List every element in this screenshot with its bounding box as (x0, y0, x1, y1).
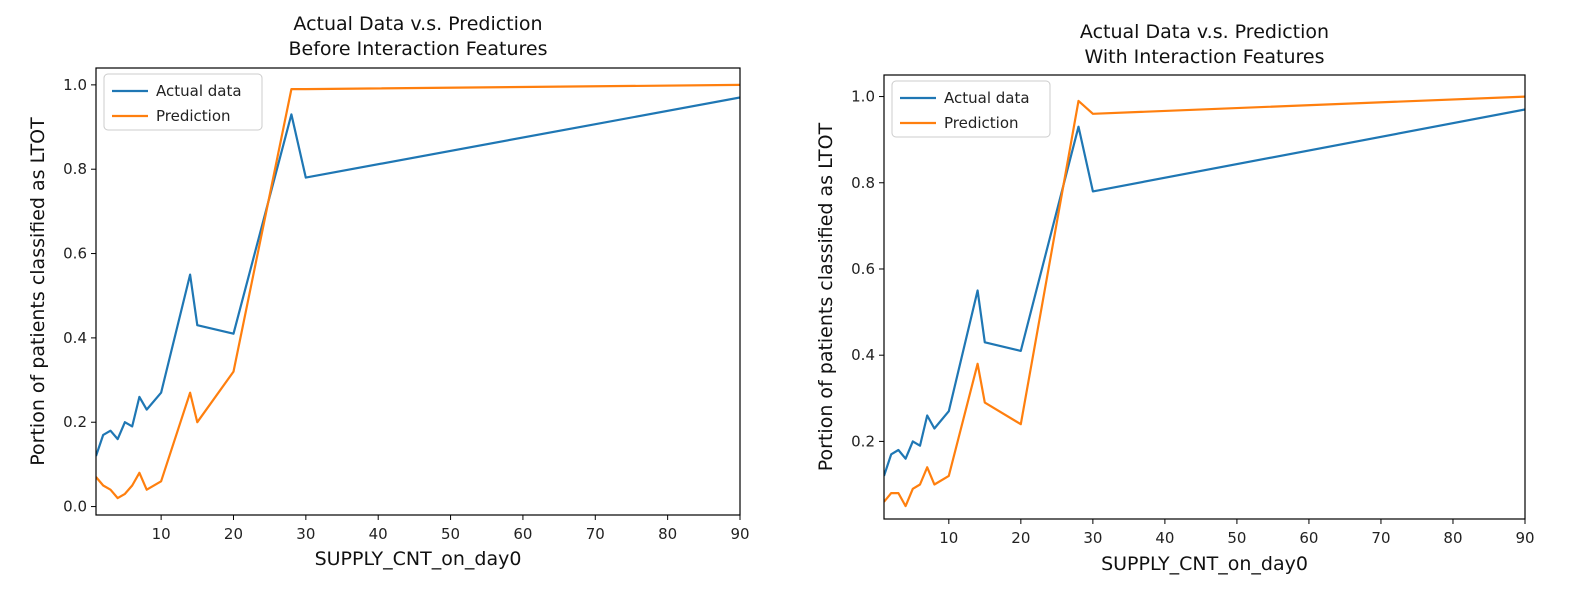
x-tick-label: 50 (441, 525, 460, 543)
plot-frame (883, 74, 1526, 520)
chart-panel-1: Actual Data v.s. Prediction Before Intera… (27, 13, 750, 570)
legend-label-prediction: Prediction (156, 107, 231, 125)
y-tick-label: 0.2 (63, 413, 87, 431)
y-axis-label: Portion of patients classified as LTOT (27, 117, 49, 466)
x-tick-label: 20 (224, 525, 243, 543)
legend-label-actual-data: Actual data (944, 89, 1030, 107)
x-tick-label: 20 (1011, 529, 1030, 547)
y-tick-label: 0.6 (63, 245, 87, 263)
y-tick-label: 1.0 (851, 88, 875, 106)
x-tick-label: 50 (1227, 529, 1246, 547)
series-line-actual-data (884, 108, 1525, 477)
chart-panel-2: Actual Data v.s. Prediction With Interact… (815, 21, 1535, 575)
series-line-prediction (884, 95, 1525, 508)
x-tick-label: 70 (1371, 529, 1390, 547)
y-tick-label: 0.2 (851, 432, 875, 450)
legend: Actual data Prediction (891, 80, 1051, 138)
x-axis-label: SUPPLY_CNT_on_day0 (315, 548, 522, 570)
x-tick-label: 30 (296, 525, 315, 543)
plot-frame (95, 67, 741, 516)
x-tick-label: 90 (1515, 529, 1534, 547)
series-line-prediction (96, 83, 740, 500)
chart-title-line-2: With Interaction Features (1085, 46, 1325, 68)
x-tick-label: 40 (1155, 529, 1174, 547)
y-tick-label: 0.8 (63, 160, 87, 178)
legend-label-prediction: Prediction (944, 114, 1019, 132)
y-tick-label: 0.6 (851, 260, 875, 278)
y-tick-label: 0.4 (851, 346, 875, 364)
chart-title-line-2: Before Interaction Features (289, 38, 548, 60)
x-tick-label: 90 (730, 525, 749, 543)
y-tick-label: 0.4 (63, 329, 87, 347)
y-axis-label: Portion of patients classified as LTOT (815, 122, 837, 471)
x-tick-label: 30 (1083, 529, 1102, 547)
chart-title-line-1: Actual Data v.s. Prediction (293, 13, 542, 35)
x-tick-label: 40 (369, 525, 388, 543)
y-tick-label: 0.0 (63, 498, 87, 516)
x-tick-label: 10 (152, 525, 171, 543)
x-tick-label: 70 (586, 525, 605, 543)
x-tick-label: 60 (513, 525, 532, 543)
x-tick-label: 60 (1299, 529, 1318, 547)
x-tick-label: 80 (658, 525, 677, 543)
x-tick-label: 10 (939, 529, 958, 547)
chart-title-line-1: Actual Data v.s. Prediction (1080, 21, 1329, 43)
y-tick-label: 1.0 (63, 76, 87, 94)
y-tick-label: 0.8 (851, 174, 875, 192)
x-tick-label: 80 (1443, 529, 1462, 547)
legend: Actual data Prediction (103, 73, 263, 131)
legend-label-actual-data: Actual data (156, 82, 242, 100)
x-axis-label: SUPPLY_CNT_on_day0 (1101, 553, 1308, 575)
